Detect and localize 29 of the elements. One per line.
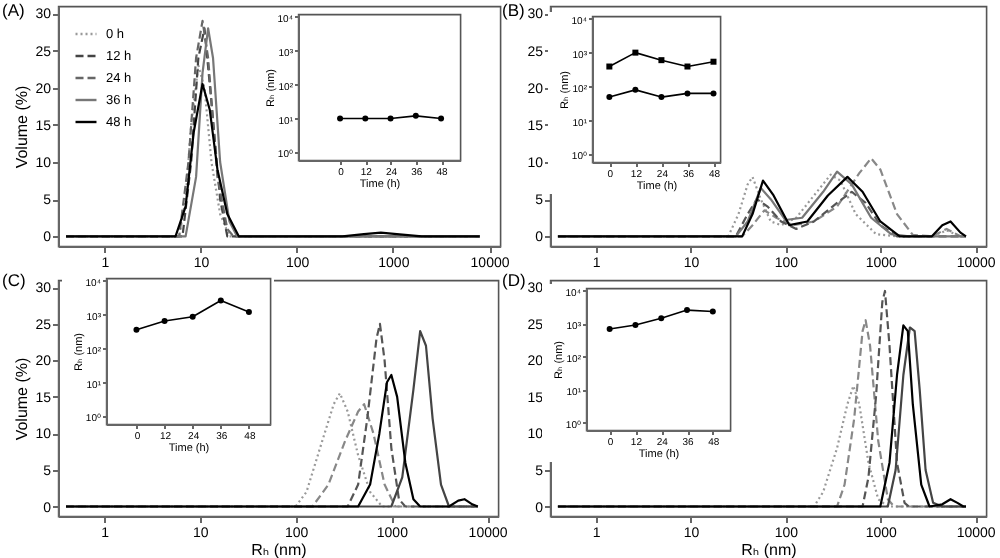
y-axis-title: Volume (%) [13,84,32,169]
point [658,57,665,64]
point [632,86,639,93]
point [710,58,717,65]
point [606,63,613,70]
point [217,297,224,304]
point [161,317,168,324]
point [684,90,691,97]
point [658,315,665,322]
point [133,326,140,333]
chart-title: (D) [502,270,526,290]
point [189,313,196,320]
line-series [133,297,252,333]
x-axis-title: Rₕ (nm) [741,541,798,558]
point [632,321,639,328]
chart-title: (B) [502,0,525,20]
point [632,49,639,56]
point [606,325,613,332]
point [710,90,717,97]
point [606,94,613,101]
chart-title: (C) [2,270,26,290]
x-axis-title: Rₕ (nm) [251,541,308,558]
point [709,308,716,315]
y-axis-title: Volume (%) [13,356,32,441]
chart-title: (A) [2,0,25,20]
point [658,94,665,101]
point [684,307,691,314]
point [245,308,252,315]
point [684,63,691,70]
